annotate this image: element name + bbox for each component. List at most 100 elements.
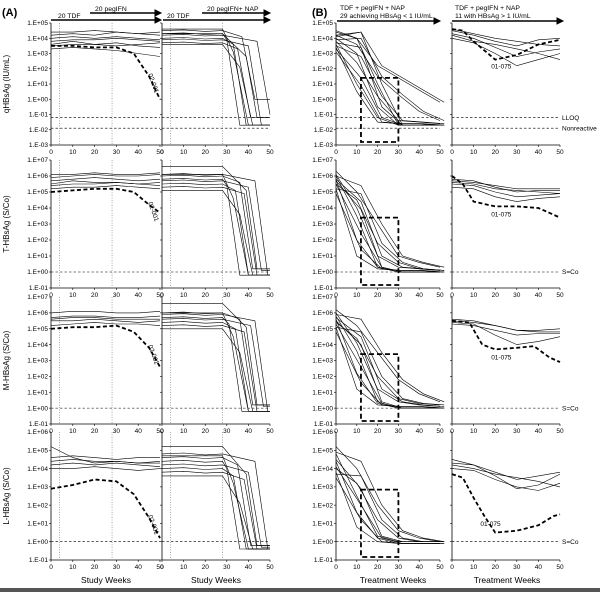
series-line — [161, 452, 270, 550]
bottom-bar — [0, 588, 600, 592]
x-tick-label: 10 — [180, 292, 188, 299]
panel-a2-qHBsAg: 0 10 20 30 40 50 — [160, 22, 274, 156]
x-tick-label: 30 — [113, 428, 121, 435]
x-tick-label: 30 — [513, 428, 521, 435]
x-tick-label: 50 — [556, 292, 564, 299]
panel-b2-qHBsAg: 0 10 20 30 40 50 01-075 LLOQ Nonreactive — [450, 22, 597, 156]
series-line — [50, 40, 161, 47]
series-line — [162, 303, 270, 406]
x-axis-label-b2: Treatment Weeks — [474, 575, 541, 585]
x-tick-label: 20 — [91, 428, 99, 435]
x-tick-label: 10 — [180, 564, 188, 571]
series-line — [50, 459, 161, 464]
series-line — [50, 47, 161, 57]
y-tick-label: 1.E-01 — [314, 421, 334, 428]
x-tick-label: 40 — [416, 428, 424, 435]
series-line — [161, 178, 270, 276]
x-tick-label: 10 — [470, 149, 478, 156]
x-tick-label: 40 — [245, 149, 253, 156]
highlight-box — [360, 488, 400, 558]
series-line — [162, 33, 270, 118]
x-tick-label: 20 — [374, 292, 382, 299]
series-line — [335, 37, 445, 121]
x-tick-label: 50 — [556, 149, 564, 156]
header-a2-right: 20 pegIFN+ NAP — [207, 6, 259, 13]
series-line — [451, 468, 561, 491]
x-tick-label: 50 — [266, 149, 274, 156]
x-tick-label: 0 — [450, 428, 454, 435]
y-tick-label: 1.E+01 — [312, 81, 333, 88]
x-tick-label: 50 — [156, 292, 164, 299]
series-line — [162, 174, 270, 276]
series-line — [161, 470, 270, 550]
y-tick-label: 1.E+03 — [27, 358, 48, 365]
x-tick-label: 10 — [69, 564, 77, 571]
x-tick-label: 0 — [160, 149, 164, 156]
series-line — [51, 30, 161, 35]
series-line — [335, 48, 445, 126]
header-b1-line2: 29 achieving HBsAg < 1 IU/mL — [340, 13, 433, 20]
x-tick-label: 50 — [266, 428, 274, 435]
y-tick-label: 1.E+04 — [27, 342, 48, 349]
x-tick-label: 10 — [180, 149, 188, 156]
y-tick-label: 1.E+02 — [312, 66, 333, 73]
series-line — [335, 473, 445, 543]
series-line — [451, 28, 561, 47]
reference-label: S=Co — [562, 269, 579, 276]
header-b2-line1: TDF + pegIFN + NAP — [455, 5, 520, 12]
x-tick-label: 40 — [416, 564, 424, 571]
x-tick-label: 30 — [113, 149, 121, 156]
y-tick-label: 1.E+02 — [27, 237, 48, 244]
reference-label: LLOQ — [562, 115, 579, 122]
x-tick-label: 20 — [492, 428, 500, 435]
y-tick-label: 1.E+06 — [27, 173, 48, 180]
series-line — [162, 446, 270, 546]
x-tick-label: 0 — [450, 292, 454, 299]
series-line — [451, 30, 561, 47]
y-tick-label: 1.E-02 — [29, 127, 49, 134]
panel-a1-M: 1.E-01 1.E+00 1.E+01 1.E+02 1.E+03 1.E+04 1.E+… — [27, 294, 164, 435]
x-tick-label: 50 — [266, 292, 274, 299]
x-tick-label: 20 — [202, 564, 210, 571]
x-tick-label: 20 — [374, 428, 382, 435]
series-line — [161, 29, 270, 100]
series-line — [50, 185, 161, 190]
y-tick-label: 1.E+01 — [27, 389, 48, 396]
series-line — [335, 472, 440, 544]
series-line — [335, 31, 445, 103]
x-tick-label: 30 — [223, 428, 231, 435]
x-tick-label: 20 — [492, 292, 500, 299]
series-line — [335, 183, 441, 271]
x-axis-label-b1: Treatment Weeks — [360, 575, 427, 585]
series-line — [335, 309, 441, 403]
x-tick-label: 30 — [223, 564, 231, 571]
x-tick-label: 10 — [470, 564, 478, 571]
x-tick-label: 0 — [450, 149, 454, 156]
series-line — [335, 326, 445, 406]
x-tick-label: 20 — [202, 292, 210, 299]
highlight-label: 02-001 — [146, 344, 160, 366]
y-tick-label: 1.E+04 — [27, 205, 48, 212]
series-line — [451, 183, 561, 198]
series-line — [335, 30, 441, 103]
highlight-series-line — [451, 473, 561, 534]
series-line — [335, 34, 441, 121]
series-line — [161, 463, 270, 548]
x-tick-label: 50 — [156, 564, 164, 571]
series-line — [335, 331, 445, 409]
x-tick-label: 50 — [156, 428, 164, 435]
series-line — [161, 324, 270, 412]
highlight-label: 02-001 — [146, 73, 160, 95]
y-tick-label: 1.E+03 — [27, 51, 48, 58]
series-line — [451, 180, 560, 190]
x-tick-label: 20 — [374, 149, 382, 156]
x-tick-label: 20 — [202, 149, 210, 156]
series-line — [451, 462, 561, 480]
y-tick-label: 1.E-01 — [314, 285, 334, 292]
panel-label-a: (A) — [2, 7, 18, 19]
header-arrows — [51, 9, 565, 25]
series-line — [50, 462, 161, 467]
series-line — [335, 322, 441, 406]
reference-label: S=Co — [562, 539, 579, 546]
x-tick-label: 0 — [334, 564, 338, 571]
